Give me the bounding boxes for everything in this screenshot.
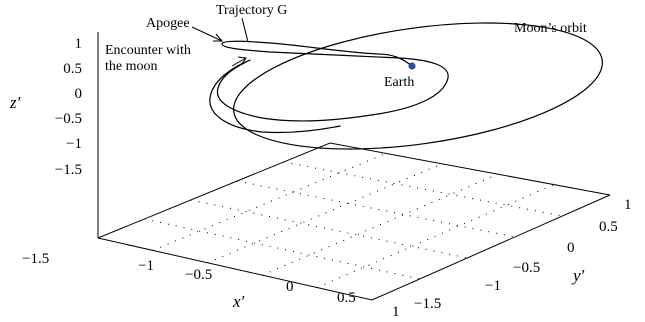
y-tick-label: 0.5 (599, 219, 618, 235)
moon-orbit-series (233, 22, 603, 150)
z-axis-ticks: 1 0.5 0 −0.5 −1 −1.5 (55, 36, 82, 178)
grid-line (237, 180, 515, 238)
grid-line (262, 173, 499, 276)
encounter-label-line1: Encounter with (105, 43, 191, 58)
grid-line (190, 199, 468, 259)
trajectory-g-curve (209, 40, 449, 134)
y-tick-label: 0 (567, 240, 575, 256)
trajectory-g-label: Trajectory G (216, 3, 287, 18)
x-tick-label: 0 (286, 279, 294, 295)
trajectory-g-series (209, 40, 449, 134)
moon-orbit-label: Moon’s orbit (514, 21, 587, 36)
earth-label: Earth (384, 75, 414, 90)
x-axis-title: x′ (232, 292, 245, 311)
moon-orbit-curve (233, 22, 603, 150)
floor-grid (144, 152, 563, 289)
z-tick-label: 0.5 (63, 61, 82, 77)
floor-plane (97, 32, 611, 301)
z-tick-label: −1.5 (55, 162, 82, 178)
floor-box (97, 194, 611, 301)
y-axis-ticks: −1.5 −1 −0.5 0 0.5 1 (414, 197, 632, 312)
x-tick-label: −0.5 (185, 267, 212, 283)
encounter-pointer (231, 56, 247, 67)
y-tick-label: 1 (624, 197, 632, 213)
z-tick-label: 0 (75, 86, 83, 102)
floor-box-back (97, 142, 611, 239)
encounter-label-line2: the moon (105, 59, 158, 74)
z-tick-label: −1 (66, 136, 82, 152)
apogee-pointer (191, 26, 224, 42)
apogee-label: Apogee (146, 16, 190, 31)
y-tick-label: −1 (485, 278, 501, 294)
x-axis-ticks: −1.5 −1 −0.5 0 0.5 1 (22, 251, 400, 320)
x-tick-label: −1 (138, 258, 154, 274)
earth-marker (408, 62, 416, 70)
x-tick-label: 0.5 (337, 290, 356, 306)
y-axis-title: y′ (571, 266, 585, 285)
trajectory-g-pointer (241, 17, 249, 43)
y-tick-label: −0.5 (513, 260, 540, 276)
z-axis-title: z′ (9, 93, 21, 112)
y-tick-label: −1.5 (414, 296, 441, 312)
z-tick-label: −0.5 (55, 111, 82, 127)
z-tick-label: 1 (75, 36, 83, 52)
grid-line (283, 161, 563, 217)
x-tick-label: −1.5 (22, 251, 49, 267)
x-tick-label: 1 (392, 304, 400, 320)
